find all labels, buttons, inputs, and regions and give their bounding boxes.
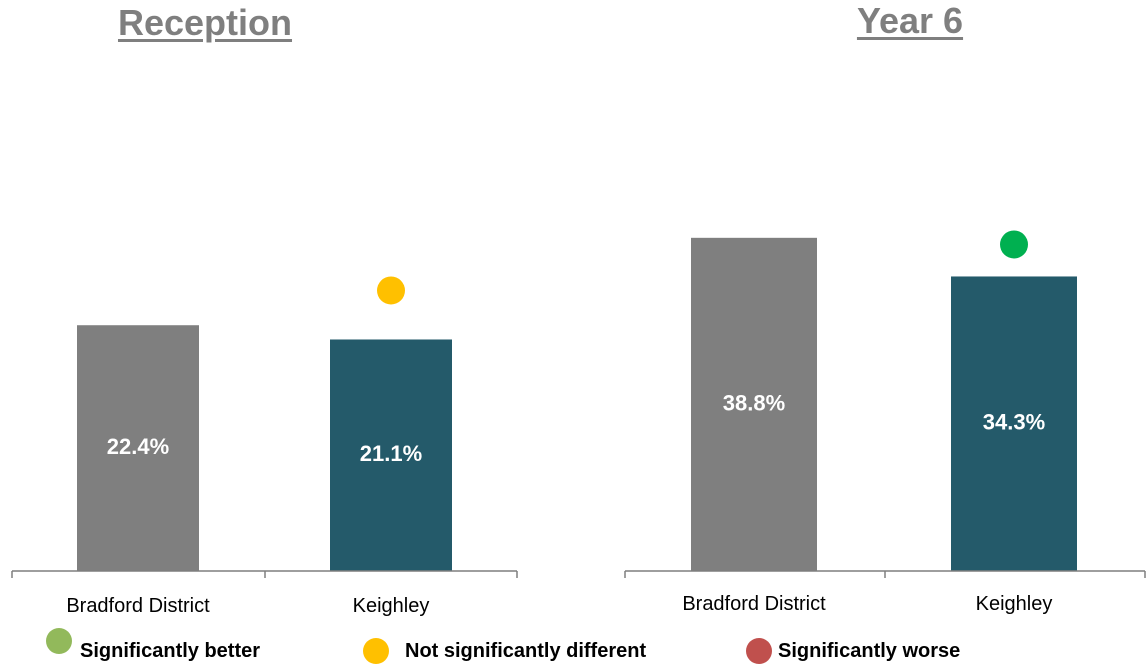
reception-significance-marker	[377, 276, 405, 305]
chart-reception: 22.4% Bradford District 21.1% Keighley	[11, 276, 518, 617]
reception-value-label: 21.1%	[360, 441, 422, 466]
legend-worse-label: Significantly worse	[778, 639, 961, 662]
year6-bar-bradford-district	[691, 237, 817, 571]
legend-better-label: Significantly better	[80, 639, 261, 662]
year6-bar-keighley	[951, 276, 1077, 571]
reception-category-label: Keighley	[353, 595, 430, 617]
legend-worse-swatch	[746, 638, 772, 664]
legend-better-swatch	[46, 628, 72, 654]
legend-item-significantly-worse: Significantly worse	[746, 633, 960, 669]
chart-year6: 38.8% Bradford District 34.3% Keighley	[624, 230, 1146, 615]
year6-category-label: Keighley	[976, 593, 1053, 615]
year6-category-label: Bradford District	[682, 593, 826, 615]
reception-category-label: Bradford District	[66, 595, 210, 617]
legend-item-significantly-better: Significantly better	[46, 628, 261, 669]
legend-item-not-significantly-different: Not significantly different	[363, 633, 646, 669]
reception-value-label: 22.4%	[107, 434, 169, 459]
chart-title-reception: Reception	[117, 2, 293, 43]
year6-significance-marker	[1000, 230, 1028, 259]
legend-nsd-swatch	[363, 638, 389, 664]
legend-nsd-label: Not significantly different	[405, 639, 647, 662]
year6-value-label: 34.3%	[983, 410, 1045, 435]
year6-value-label: 38.8%	[723, 390, 785, 415]
reception-bar-keighley	[330, 339, 452, 571]
reception-bar-bradford-district	[77, 325, 199, 571]
chart-title-year6: Year 6	[856, 0, 964, 41]
